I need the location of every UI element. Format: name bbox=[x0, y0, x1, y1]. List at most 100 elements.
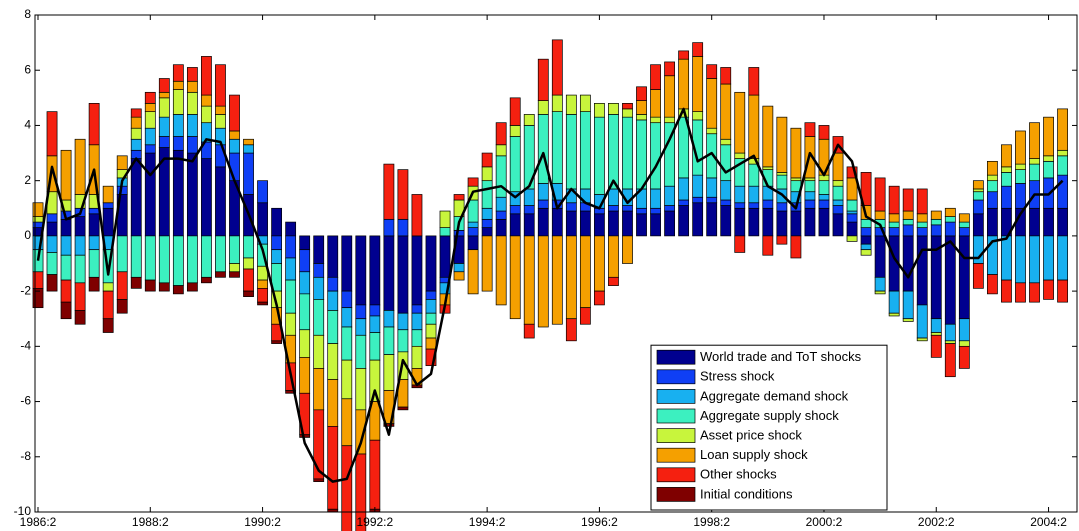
bar-segment bbox=[341, 445, 353, 531]
bar-segment bbox=[1015, 235, 1026, 284]
bar-segment bbox=[243, 152, 254, 195]
bar-segment bbox=[201, 94, 212, 107]
legend-label: Other shocks bbox=[700, 467, 777, 482]
bar-segment bbox=[215, 114, 226, 129]
bar-segment bbox=[902, 290, 914, 320]
bar-segment bbox=[467, 249, 479, 295]
bar-segment bbox=[425, 348, 437, 367]
bar-segment bbox=[664, 210, 675, 237]
bar-segment bbox=[916, 235, 928, 306]
bar-segment bbox=[523, 213, 535, 237]
bar-segment bbox=[608, 188, 619, 206]
bar-segment bbox=[130, 108, 142, 118]
bar-segment bbox=[158, 282, 170, 292]
bar-segment bbox=[88, 103, 100, 146]
x-tick-label: 2000:2 bbox=[806, 515, 843, 529]
bar-segment bbox=[972, 191, 984, 201]
bar-segment bbox=[860, 249, 872, 256]
bar-segment bbox=[383, 326, 395, 355]
bar-segment bbox=[678, 58, 690, 110]
bar-segment bbox=[116, 271, 128, 300]
bar-segment bbox=[734, 185, 746, 204]
bar-segment bbox=[804, 177, 816, 182]
bar-segment bbox=[201, 235, 212, 278]
bar-segment bbox=[509, 136, 521, 193]
bar-segment bbox=[790, 177, 802, 182]
bar-segment bbox=[383, 218, 395, 237]
bar-segment bbox=[495, 235, 507, 306]
bar-segment bbox=[579, 210, 591, 237]
bar-segment bbox=[692, 174, 704, 198]
bar-segment bbox=[1015, 169, 1026, 184]
bar-segment bbox=[144, 144, 156, 154]
bar-segment bbox=[299, 235, 311, 251]
bar-segment bbox=[565, 318, 577, 342]
bar-segment bbox=[369, 315, 381, 333]
bar-segment bbox=[130, 149, 142, 159]
bar-segment bbox=[636, 207, 647, 215]
bar-segment bbox=[832, 213, 844, 237]
bar-segment bbox=[355, 334, 367, 369]
bar-segment bbox=[776, 172, 788, 176]
bar-segment bbox=[172, 89, 184, 115]
bar-segment bbox=[972, 213, 984, 237]
bar-segment bbox=[172, 114, 184, 137]
bar-segment bbox=[888, 290, 900, 314]
bar-segment bbox=[1015, 130, 1026, 165]
bar-segment bbox=[60, 301, 72, 320]
bar-segment bbox=[832, 199, 844, 206]
bar-segment bbox=[636, 86, 647, 101]
bar-segment bbox=[930, 218, 942, 226]
bar-segment bbox=[944, 235, 956, 325]
bar-segment bbox=[1015, 163, 1026, 170]
bar-segment bbox=[411, 345, 423, 369]
bar-segment bbox=[608, 235, 619, 278]
bar-segment bbox=[74, 254, 86, 284]
bar-segment bbox=[313, 276, 325, 300]
bar-segment bbox=[986, 191, 998, 209]
bar-segment bbox=[186, 91, 198, 115]
bar-segment bbox=[594, 213, 605, 237]
bar-segment bbox=[102, 202, 114, 209]
bar-segment bbox=[1029, 163, 1040, 182]
y-tick-label: 2 bbox=[24, 173, 31, 187]
bar-segment bbox=[299, 293, 311, 331]
bar-segment bbox=[481, 180, 493, 209]
bar-segment bbox=[874, 210, 886, 220]
y-tick-label: 0 bbox=[24, 228, 31, 242]
bar-segment bbox=[425, 312, 437, 325]
bar-segment bbox=[172, 136, 184, 151]
bar-segment bbox=[551, 39, 563, 96]
bar-segment bbox=[1029, 235, 1040, 284]
bar-segment bbox=[790, 210, 802, 237]
bar-segment bbox=[327, 235, 339, 278]
bar-segment bbox=[986, 207, 998, 237]
bar-segment bbox=[88, 207, 100, 215]
bar-segment bbox=[46, 213, 58, 223]
bar-segment bbox=[523, 205, 535, 215]
bar-segment bbox=[186, 152, 198, 237]
bar-segment bbox=[369, 332, 381, 361]
bar-segment bbox=[622, 108, 633, 118]
x-tick-label: 1996:2 bbox=[581, 515, 618, 529]
bar-segment bbox=[720, 144, 732, 182]
y-tick-label: -8 bbox=[20, 449, 31, 463]
bar-segment bbox=[229, 138, 240, 154]
bar-segment bbox=[832, 180, 844, 187]
bar-segment bbox=[720, 199, 732, 206]
bar-segment bbox=[144, 91, 156, 104]
bar-segment bbox=[509, 97, 521, 126]
bar-segment bbox=[397, 312, 409, 331]
bar-segment bbox=[748, 67, 760, 96]
bar-segment bbox=[1057, 108, 1068, 151]
bar-segment bbox=[622, 103, 633, 110]
bar-segment bbox=[776, 210, 788, 237]
bar-segment bbox=[215, 64, 226, 107]
bar-segment bbox=[551, 111, 563, 184]
bar-segment bbox=[537, 235, 549, 328]
bar-segment bbox=[846, 199, 858, 212]
bar-segment bbox=[579, 235, 591, 309]
bar-segment bbox=[509, 205, 521, 215]
bar-segment bbox=[495, 218, 507, 237]
bar-segment bbox=[594, 103, 605, 118]
